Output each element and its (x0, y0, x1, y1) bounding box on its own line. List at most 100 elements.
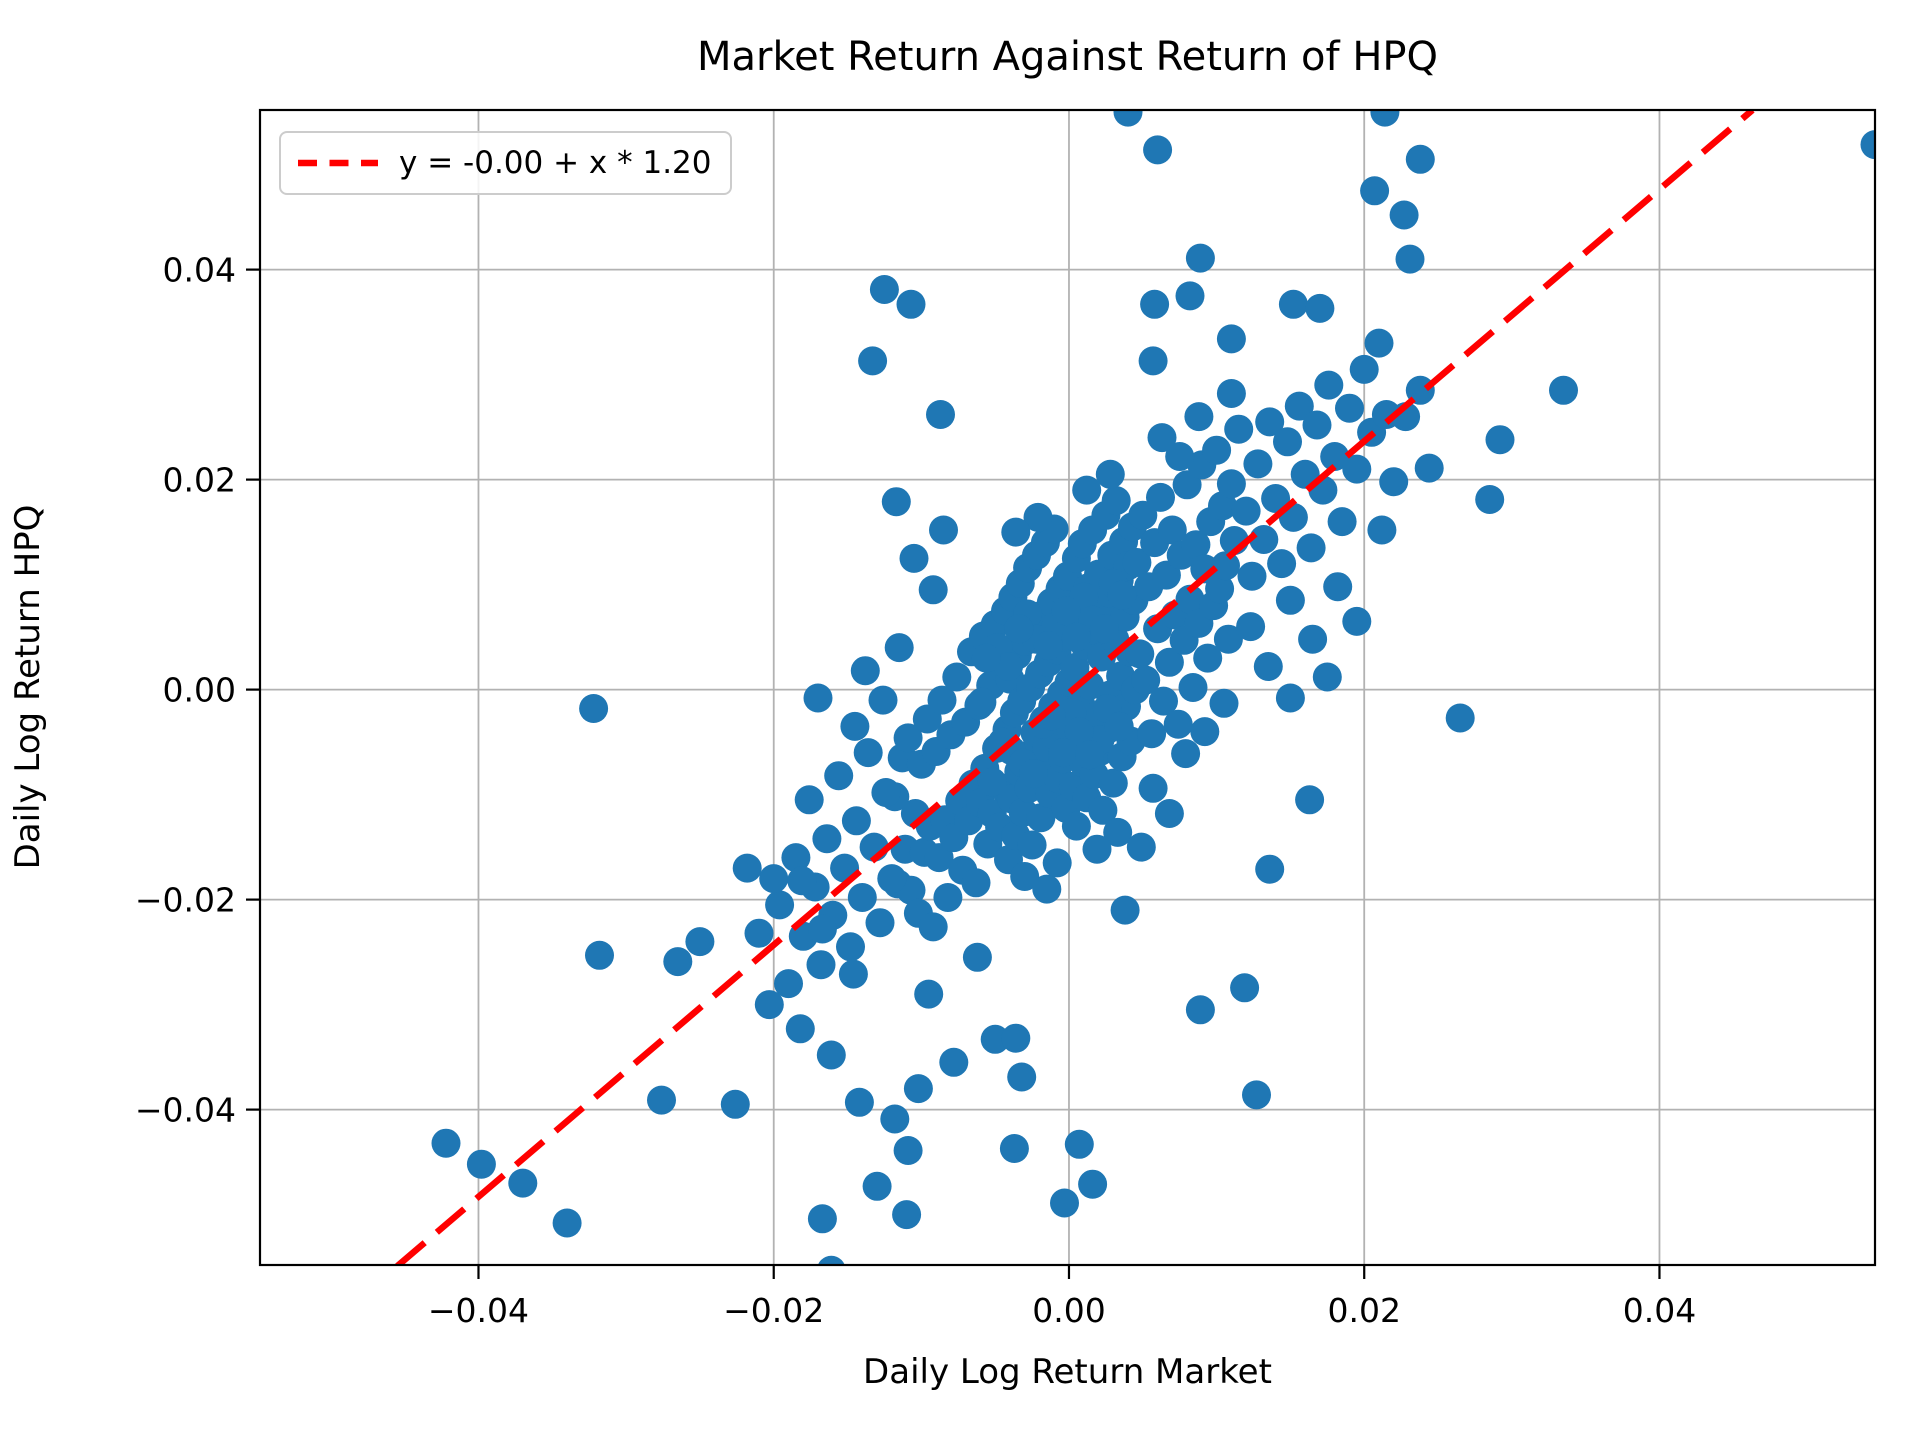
scatter-point (1061, 811, 1091, 841)
scatter-point (1298, 624, 1328, 654)
scatter-point (1017, 830, 1047, 860)
scatter-point (807, 1204, 837, 1234)
scatter-point (853, 738, 883, 768)
scatter-point (871, 778, 901, 807)
scatter-point (1125, 639, 1155, 669)
scatter-point (1216, 324, 1246, 354)
scatter-point (1001, 1023, 1031, 1053)
legend-label: y = -0.00 + x * 1.20 (399, 145, 712, 181)
scatter-point (1098, 768, 1128, 798)
legend-line-sample (298, 159, 378, 167)
scatter-point (579, 694, 609, 723)
scatter-point (744, 918, 774, 948)
scatter-point (1110, 895, 1140, 925)
scatter-point (1075, 740, 1105, 770)
scatter-point (781, 843, 811, 873)
scatter-point (1342, 454, 1372, 484)
scatter-point (1146, 482, 1175, 512)
scatter-point (967, 687, 997, 717)
x-tick-label: −0.04 (427, 1291, 530, 1330)
scatter-point (1209, 688, 1239, 718)
scatter-point (929, 515, 958, 545)
scatter-point (896, 289, 926, 319)
scatter-point (1149, 686, 1178, 716)
scatter-point (812, 824, 842, 854)
scatter-point (816, 1040, 846, 1070)
scatter-point (1171, 739, 1201, 769)
scatter-point (1178, 673, 1208, 702)
scatter-point (1305, 293, 1335, 323)
scatter-point (1122, 548, 1152, 577)
scatter-point (877, 864, 907, 894)
scatter-point (1190, 717, 1220, 747)
scatter-point (847, 883, 877, 912)
scatter-point (942, 662, 972, 692)
scatter-point (892, 1200, 922, 1230)
scatter-point (1312, 662, 1342, 692)
scatter-point (1032, 874, 1062, 904)
scatter-point (1088, 795, 1118, 825)
scatter-point (754, 990, 784, 1020)
scatter-point (585, 940, 614, 970)
scatter-point (869, 275, 899, 304)
scatter-point (1019, 759, 1048, 789)
scatter-point (1253, 652, 1283, 681)
scatter-point (765, 890, 795, 920)
scatter-point (1323, 572, 1353, 602)
scatter-point (1048, 738, 1078, 768)
scatter-point (431, 1128, 461, 1158)
scatter-point (1370, 110, 1400, 127)
scatter-point (1314, 370, 1344, 400)
scatter-point (1278, 289, 1308, 319)
scatter-point (1405, 144, 1435, 174)
scatter-point (1126, 832, 1156, 862)
scatter-point (1001, 517, 1031, 547)
scatter-point (903, 1074, 933, 1104)
scatter-point (1320, 442, 1350, 471)
scatter-point (994, 652, 1023, 681)
scatter-point (552, 1208, 582, 1238)
plot-frame (258, 108, 1877, 1267)
scatter-point (1050, 1188, 1079, 1218)
scatter-point (1243, 449, 1273, 479)
scatter-point (1089, 614, 1119, 644)
scatter-point (1295, 785, 1325, 815)
y-axis-label: Daily Log Return HPQ (8, 504, 48, 870)
scatter-point (1242, 1080, 1271, 1110)
scatter-point (647, 1085, 676, 1115)
scatter-point (1154, 647, 1184, 677)
scatter-point (1445, 703, 1475, 733)
scatter-point (1175, 584, 1205, 614)
scatter-point (1042, 848, 1072, 878)
scatter-point (1078, 1169, 1108, 1199)
scatter-point (1379, 467, 1409, 497)
scatter-point (858, 346, 888, 376)
scatter-point (1103, 817, 1133, 847)
scatter-point (774, 969, 803, 999)
legend: y = -0.00 + x * 1.20 (279, 131, 732, 195)
scatter-point (663, 947, 693, 977)
scatter-point (803, 683, 833, 713)
scatter-point (961, 868, 991, 898)
scatter-point (1267, 549, 1297, 579)
scatter-point (1302, 410, 1332, 440)
scatter-point (1211, 551, 1240, 581)
scatter-point (1349, 354, 1379, 384)
scatter-point (1175, 281, 1205, 311)
scatter-point (841, 806, 871, 836)
scatter-point (1137, 719, 1167, 749)
scatter-point (939, 1047, 969, 1077)
scatter-point (1138, 773, 1168, 803)
scatter-point (1230, 973, 1260, 1003)
scatter-point (1181, 530, 1211, 560)
scatter-point (1395, 244, 1425, 274)
scatter-point (1147, 423, 1177, 453)
scatter-point (824, 761, 854, 791)
scatter-point (977, 767, 1007, 797)
scatter-point (1151, 560, 1181, 590)
scatter-point (720, 1089, 750, 1119)
chart-title: Market Return Against Return of HPQ (696, 34, 1439, 80)
tick-layer (246, 268, 1661, 1279)
scatter-point (1026, 803, 1056, 833)
